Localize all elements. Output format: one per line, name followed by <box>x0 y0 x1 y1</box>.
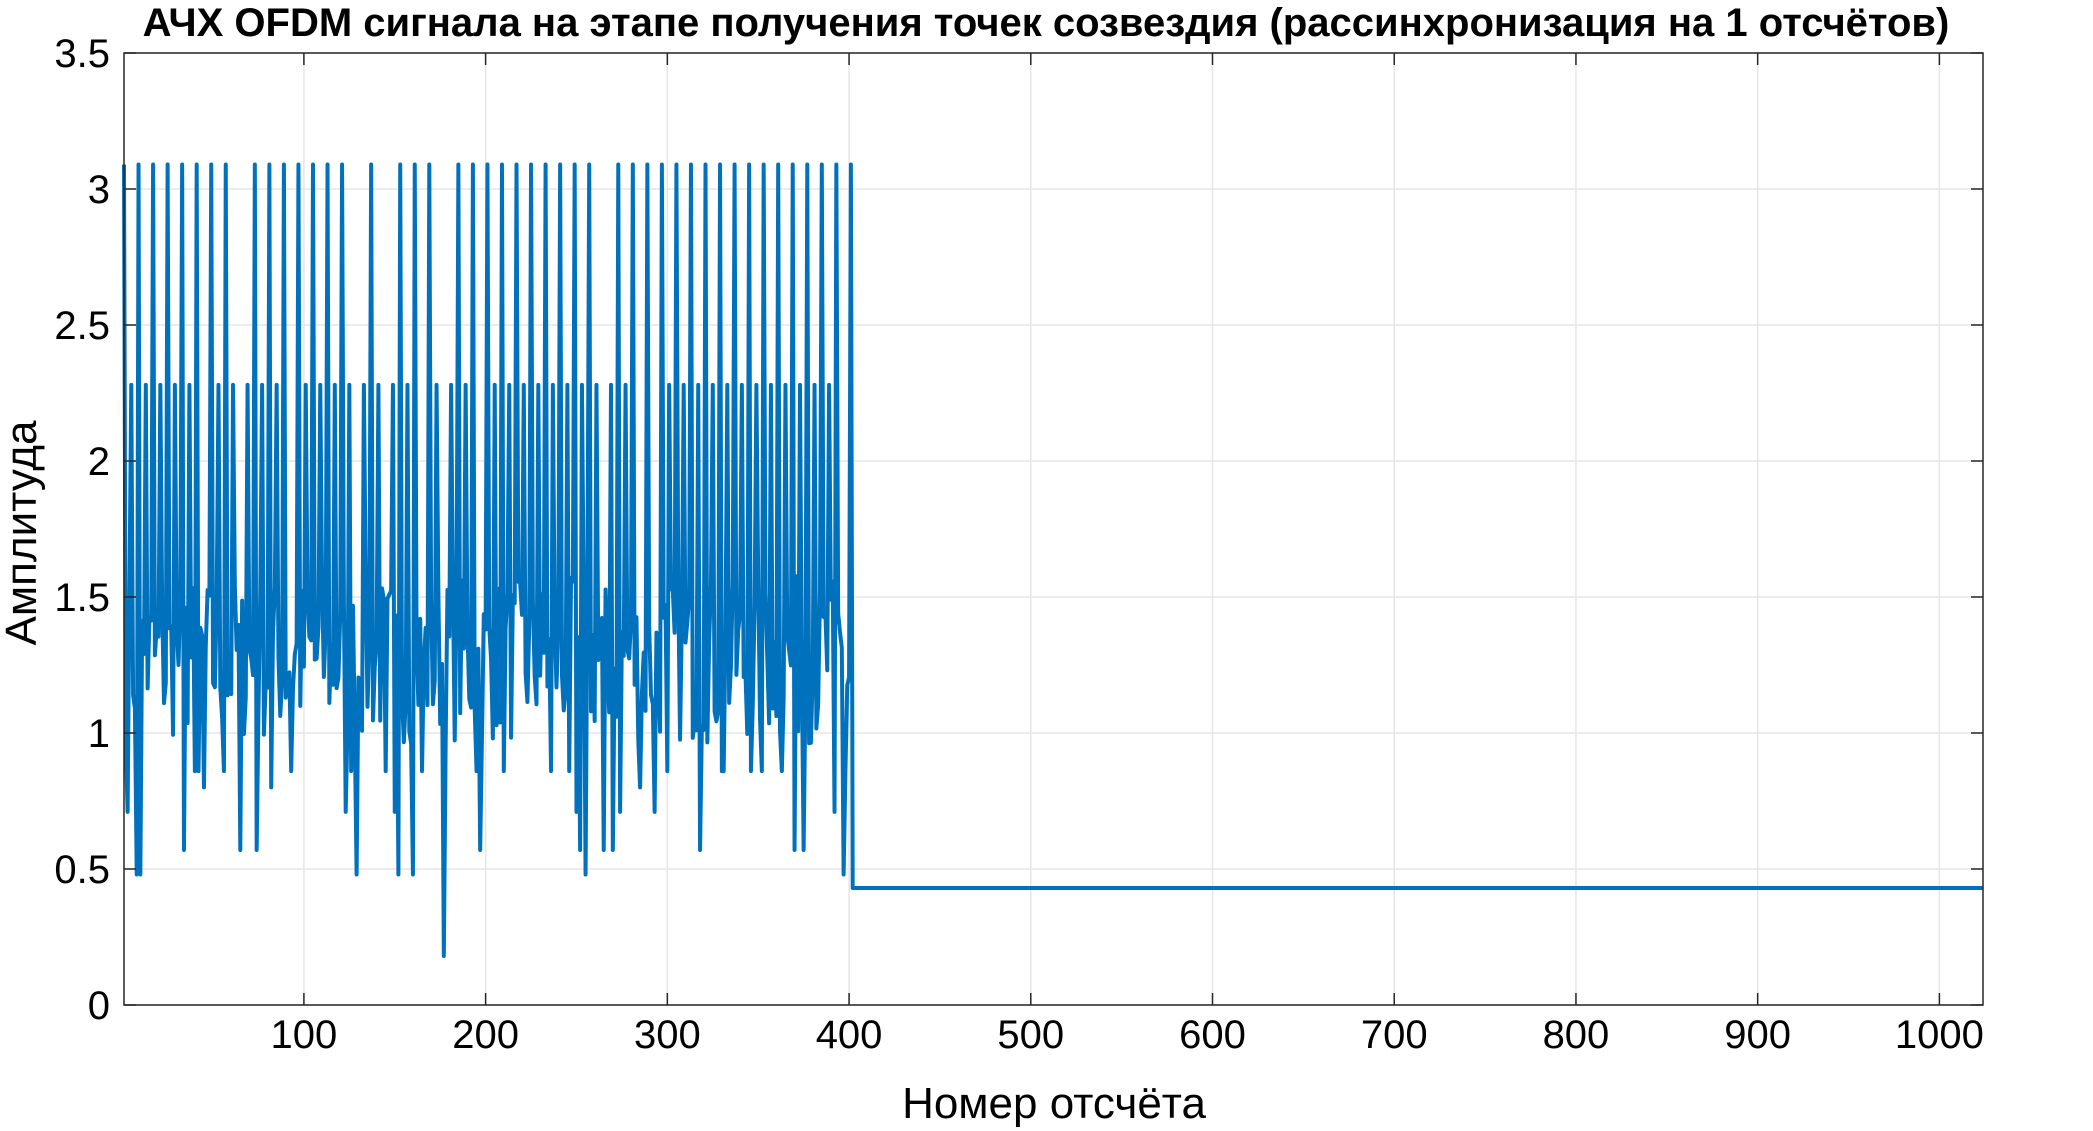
y-tick-label: 1 <box>88 712 110 756</box>
x-tick-label: 500 <box>997 1013 1064 1057</box>
chart-title: АЧХ OFDM сигнала на этапе получения точе… <box>143 1 1950 45</box>
axes-box <box>123 52 1984 1006</box>
x-tick-label: 300 <box>634 1013 701 1057</box>
y-tick-label: 3.5 <box>54 32 110 76</box>
x-tick-label: 1000 <box>1895 1013 1984 1057</box>
x-tick-label: 400 <box>816 1013 883 1057</box>
x-tick-label: 200 <box>452 1013 519 1057</box>
y-tick-label: 3 <box>88 168 110 212</box>
x-axis-label: Номер отсчёта <box>902 1079 1206 1128</box>
x-tick-label: 800 <box>1543 1013 1610 1057</box>
y-tick-label: 0.5 <box>54 848 110 892</box>
x-tick-label: 700 <box>1361 1013 1428 1057</box>
signal-amplitude-line <box>122 162 1983 959</box>
axes <box>123 52 1984 1006</box>
y-tick-label: 1.5 <box>54 576 110 620</box>
y-tick-label: 2 <box>88 440 110 484</box>
x-tick-label: 600 <box>1179 1013 1246 1057</box>
y-tick-label: 0 <box>88 984 110 1028</box>
tick-labels: 100 200 300 400 500 600 700 800 900 1000 0 0.5 1 1.5 2… <box>54 32 1983 1057</box>
x-tick-label: 100 <box>271 1013 338 1057</box>
y-axis-label: Амплитуда <box>0 420 46 646</box>
y-tick-label: 2.5 <box>54 304 110 348</box>
plot-lines <box>122 162 1983 959</box>
x-tick-label: 900 <box>1724 1013 1791 1057</box>
